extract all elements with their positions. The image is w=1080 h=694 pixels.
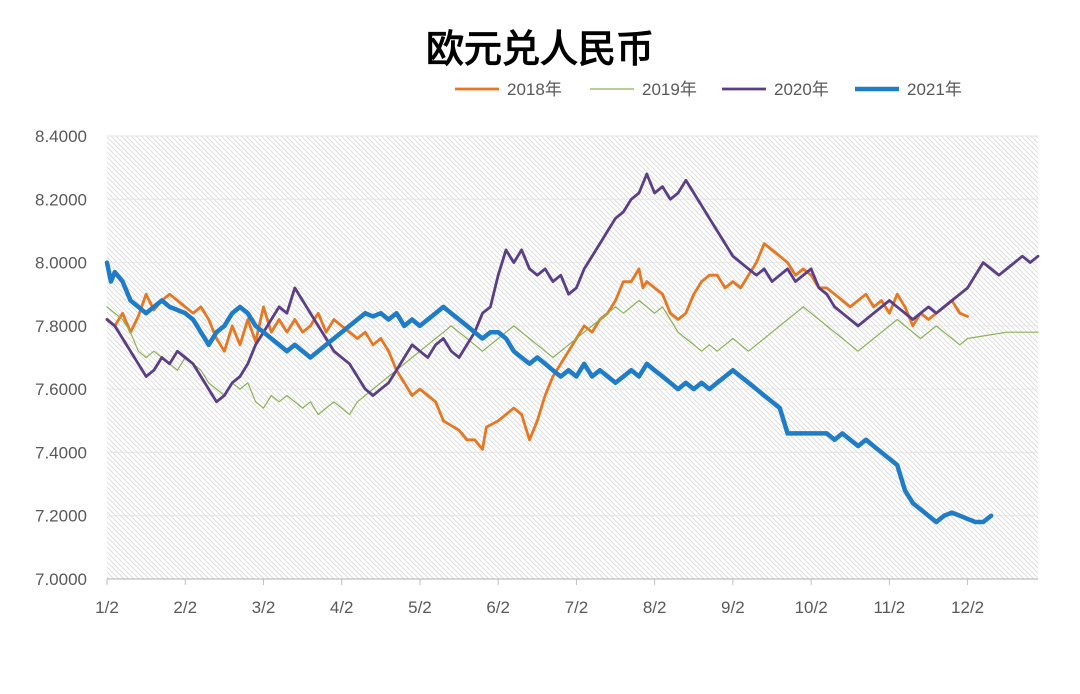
legend-label: 2020年 xyxy=(774,80,829,99)
y-tick-label: 8.0000 xyxy=(35,254,87,273)
y-tick-label: 7.4000 xyxy=(35,443,87,462)
x-tick-label: 10/2 xyxy=(795,598,828,617)
y-tick-label: 8.4000 xyxy=(35,127,87,146)
y-tick-label: 7.6000 xyxy=(35,380,87,399)
legend-label: 2019年 xyxy=(642,80,697,99)
x-tick-label: 12/2 xyxy=(951,598,984,617)
y-tick-label: 7.8000 xyxy=(35,317,87,336)
x-tick-label: 3/2 xyxy=(252,598,276,617)
x-tick-label: 4/2 xyxy=(330,598,354,617)
x-tick-label: 9/2 xyxy=(721,598,745,617)
x-tick-label: 8/2 xyxy=(643,598,667,617)
legend-label: 2021年 xyxy=(907,80,962,99)
x-tick-label: 2/2 xyxy=(173,598,197,617)
x-tick-label: 5/2 xyxy=(408,598,432,617)
series-line-2019年 xyxy=(106,299,1039,416)
x-tick-label: 6/2 xyxy=(486,598,510,617)
series-line-2021年 xyxy=(104,260,994,525)
x-tick-label: 1/2 xyxy=(95,598,119,617)
series-line-2018年 xyxy=(105,242,969,451)
legend-label: 2018年 xyxy=(507,80,562,99)
y-tick-label: 7.0000 xyxy=(35,570,87,589)
chart-title: 欧元兑人民币 xyxy=(425,27,654,71)
series-line-2020年 xyxy=(105,172,1040,404)
x-tick-label: 11/2 xyxy=(873,598,905,617)
y-tick-label: 7.2000 xyxy=(35,507,87,526)
plot-area-background xyxy=(107,136,1038,579)
x-tick-label: 7/2 xyxy=(565,598,589,617)
y-tick-label: 8.2000 xyxy=(35,190,87,209)
